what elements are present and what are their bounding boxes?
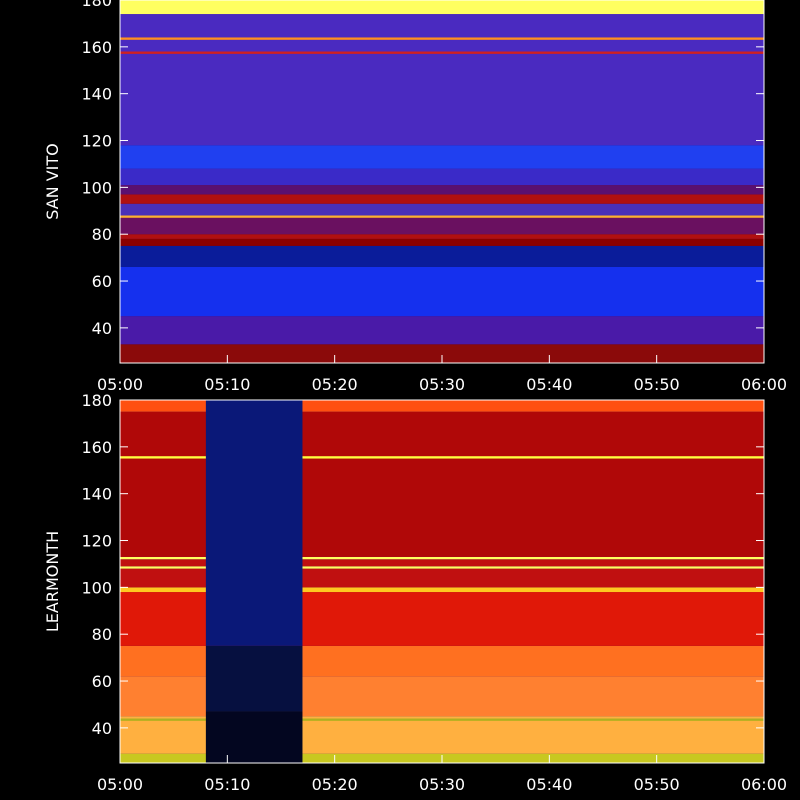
x-tick-label: 05:30 (419, 775, 465, 794)
y-tick-label: 60 (92, 272, 112, 291)
y-tick-label: 180 (81, 391, 112, 410)
spectral-band (120, 400, 764, 412)
panel-2: 40 60 80 100 120 140 160 180 05:00 05:10 05:20 05:3… (43, 391, 787, 794)
spectral-band (120, 215, 764, 218)
x-tick-label: 05:20 (312, 375, 358, 394)
y-tick-label: 100 (81, 578, 112, 597)
x-tick-label: 05:00 (97, 775, 143, 794)
x-tick-label: 05:30 (419, 375, 465, 394)
y-tick-label: 60 (92, 672, 112, 691)
y-tick-label: 160 (81, 438, 112, 457)
spectral-band (120, 316, 764, 345)
y-tick-label: 80 (92, 625, 112, 644)
y-tick-label: 120 (81, 132, 112, 151)
y-axis-title: LEARMONTH (43, 531, 62, 632)
x-tick-label: 05:50 (634, 775, 680, 794)
spectral-band (120, 217, 764, 235)
x-tick-label: 05:40 (526, 375, 572, 394)
y-tick-label: 140 (81, 85, 112, 104)
spectral-band (120, 14, 764, 146)
x-tick-label: 05:00 (97, 375, 143, 394)
spectral-band (120, 168, 764, 186)
data-gap-block (205, 711, 303, 763)
x-tick-label: 06:00 (741, 775, 787, 794)
spectral-band (120, 718, 764, 721)
data-gap-block (205, 645, 303, 712)
spectral-band (120, 51, 764, 54)
spectral-band (120, 203, 764, 216)
x-tick-label: 06:00 (741, 375, 787, 394)
spectral-band (120, 238, 764, 246)
panel-1: 40 60 80 100 120 140 160 180 05:00 05:10 05:20 05:3… (43, 0, 787, 394)
spectral-band (120, 194, 764, 204)
x-tick-label: 05:40 (526, 775, 572, 794)
y-tick-label: 180 (81, 0, 112, 10)
x-tick-label: 05:50 (634, 375, 680, 394)
x-tick-label: 05:10 (204, 375, 250, 394)
y-tick-label: 140 (81, 485, 112, 504)
spectral-band (120, 566, 764, 569)
y-tick-label: 120 (81, 532, 112, 551)
data-gap-block (205, 400, 303, 646)
y-tick-label: 160 (81, 38, 112, 57)
spectral-band (120, 145, 764, 169)
spectral-band (120, 266, 764, 317)
spectral-band (120, 245, 764, 267)
y-axis-title: SAN VITO (43, 143, 62, 219)
spectral-band (120, 234, 764, 239)
spectral-band (120, 344, 764, 363)
spectral-band (120, 185, 764, 195)
spectral-band (120, 0, 764, 15)
spectral-band (120, 37, 764, 40)
x-tick-label: 05:20 (312, 775, 358, 794)
spectral-band (120, 456, 764, 459)
y-tick-label: 80 (92, 225, 112, 244)
spectral-band (120, 587, 764, 593)
y-tick-label: 100 (81, 178, 112, 197)
y-tick-label: 40 (92, 719, 112, 738)
spectral-band (120, 559, 764, 567)
x-tick-label: 05:10 (204, 775, 250, 794)
spectral-band (120, 556, 764, 560)
y-tick-label: 40 (92, 319, 112, 338)
